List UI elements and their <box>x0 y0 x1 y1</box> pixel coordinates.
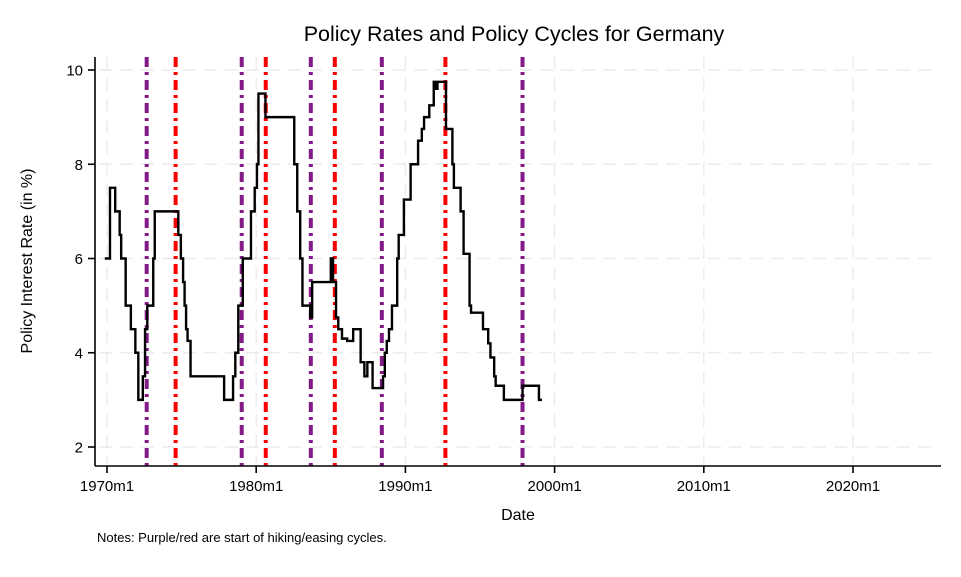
x-tick-label: 1970m1 <box>80 478 134 495</box>
chart-title: Policy Rates and Policy Cycles for Germa… <box>304 22 725 46</box>
chart-notes: Notes: Purple/red are start of hiking/ea… <box>97 530 387 545</box>
axis-layer <box>88 57 941 473</box>
cycle-lines-layer <box>144 57 525 466</box>
x-tick-label: 1980m1 <box>229 478 283 495</box>
policy-rate-line <box>104 80 542 402</box>
series-layer <box>104 80 542 402</box>
grid-layer <box>99 57 935 466</box>
x-tick-label: 1990m1 <box>378 478 432 495</box>
y-tick-label: 6 <box>75 251 83 268</box>
x-axis-title: Date <box>501 507 535 524</box>
y-tick-label: 2 <box>75 440 83 457</box>
x-tick-label: 2000m1 <box>527 478 581 495</box>
x-tick-label: 2010m1 <box>677 478 731 495</box>
x-tick-label: 2020m1 <box>826 478 880 495</box>
y-tick-label: 8 <box>75 157 83 174</box>
tick-label-layer: 2 4 6 8 10 1970m1 1980m1 1990m1 2000m1 2010m1 2020… <box>66 63 880 496</box>
y-tick-label: 10 <box>66 63 83 80</box>
y-tick-label: 4 <box>75 345 83 362</box>
y-axis-title: Policy Interest Rate (in %) <box>19 169 36 354</box>
